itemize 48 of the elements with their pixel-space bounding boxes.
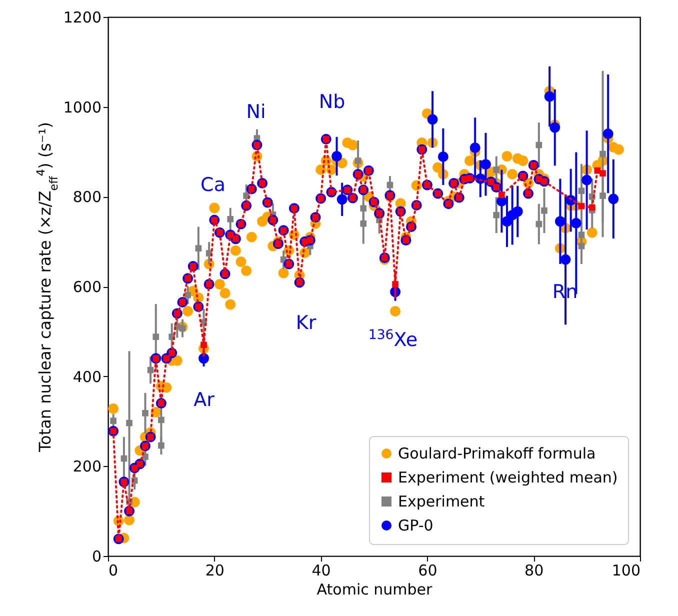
point	[578, 232, 585, 238]
x-tick-label: 0	[108, 562, 118, 580]
point	[493, 212, 500, 218]
point	[227, 216, 234, 222]
point	[158, 416, 164, 424]
y-tick-label: 600	[72, 278, 102, 296]
point	[600, 192, 606, 199]
annotation: $^{136}$Xe	[368, 328, 418, 351]
x-tick-label: 60	[418, 562, 438, 580]
point	[541, 207, 548, 214]
point	[158, 442, 164, 449]
point	[578, 242, 585, 250]
y-tick-label: 1000	[63, 98, 102, 116]
x-tick-label: 100	[612, 562, 640, 580]
point	[120, 455, 128, 462]
x-axis-title: Atomic number	[316, 580, 434, 598]
y-tick-label: 800	[72, 188, 102, 206]
legend-label: GP-0	[398, 516, 434, 534]
point	[152, 334, 160, 340]
point	[600, 150, 606, 158]
annotation: Kr	[296, 312, 316, 334]
legend-label: Experiment (weighted mean)	[398, 468, 618, 486]
point	[360, 220, 367, 227]
point	[536, 220, 542, 228]
point	[386, 182, 394, 188]
point	[110, 418, 116, 424]
point	[147, 366, 154, 374]
point	[126, 420, 132, 426]
x-tick-label: 80	[524, 562, 544, 580]
annotation: Ar	[194, 389, 215, 411]
point	[536, 142, 542, 148]
y-tick-label: 200	[72, 458, 102, 476]
annotation: Ni	[246, 101, 266, 123]
point	[360, 205, 367, 212]
y-tick-label: 0	[92, 548, 102, 566]
annotation: Ca	[200, 174, 226, 196]
legend-label: Experiment	[398, 492, 485, 510]
x-tick-label: 20	[205, 562, 224, 580]
y-tick-label: 1200	[63, 8, 102, 26]
x-tick-label: 40	[312, 562, 331, 580]
point	[142, 410, 148, 416]
point	[493, 166, 500, 173]
point	[578, 188, 585, 194]
annotation: Nb	[318, 91, 346, 113]
y-tick-label: 400	[72, 368, 102, 386]
point	[184, 292, 191, 298]
legend-label: Goulard-Primakoff formula	[398, 444, 596, 462]
point	[195, 245, 202, 252]
